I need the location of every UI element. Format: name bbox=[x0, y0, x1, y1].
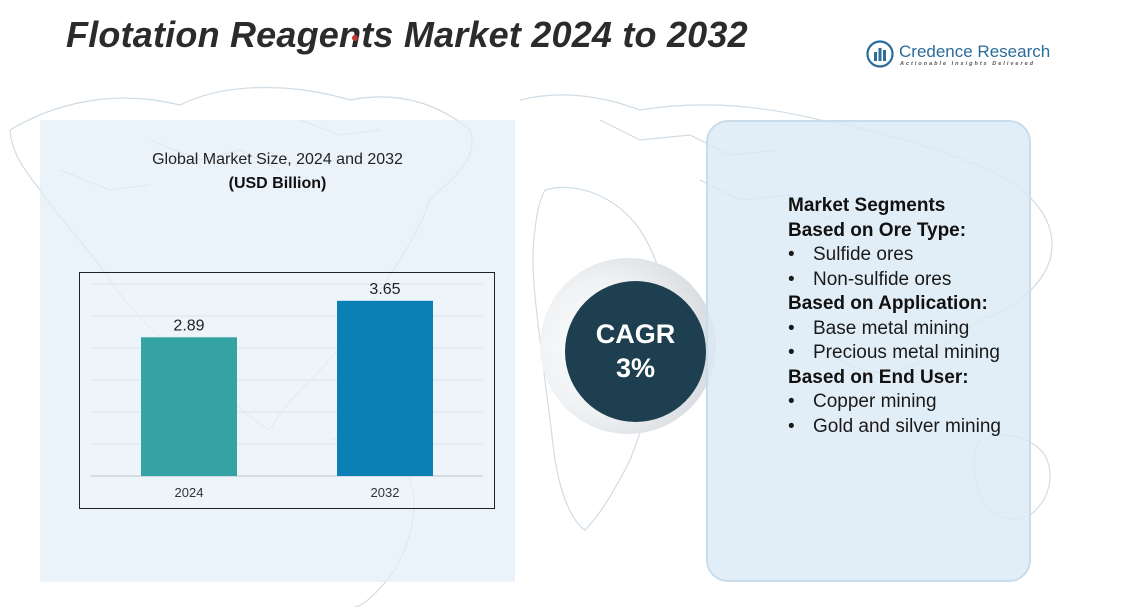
chart-subheading: (USD Billion) bbox=[228, 175, 327, 192]
logo-tagline: Actionable Insights Delivered bbox=[900, 61, 1036, 67]
bar-2032 bbox=[337, 300, 433, 476]
data-label-2032: 3.65 bbox=[369, 281, 400, 298]
segment-item: Precious metal mining bbox=[788, 341, 1028, 366]
brand-logo: Credence Research Actionable Insights De… bbox=[866, 40, 1056, 70]
x-tick-label-2024: 2024 bbox=[175, 485, 204, 500]
segment-group-heading: Based on End User: bbox=[788, 366, 969, 388]
cagr-badge: CAGR 3% bbox=[565, 281, 706, 422]
logo-name: Credence Research bbox=[899, 42, 1051, 61]
segment-item: Copper mining bbox=[788, 390, 1028, 415]
bar-2024 bbox=[141, 337, 237, 476]
chart-heading: Global Market Size, 2024 and 2032 bbox=[152, 151, 403, 168]
data-label-2024: 2.89 bbox=[173, 317, 204, 334]
segment-group-heading: Based on Ore Type: bbox=[788, 219, 967, 241]
cagr-label: CAGR bbox=[595, 319, 676, 349]
market-segments: Market Segments Based on Ore Type: Sulfi… bbox=[788, 194, 1028, 439]
segments-title: Market Segments bbox=[788, 195, 946, 216]
x-tick-label-2032: 2032 bbox=[371, 485, 400, 500]
segment-item: Gold and silver mining bbox=[788, 415, 1028, 440]
cagr-value: 3% bbox=[615, 353, 656, 383]
page-title: Flotation Reagents Market 2024 to 2032 bbox=[66, 14, 748, 55]
chart-panel bbox=[40, 120, 515, 582]
credence-research-logo-icon bbox=[866, 40, 894, 68]
segment-item: Non-sulfide ores bbox=[788, 268, 1028, 293]
segment-item: Sulfide ores bbox=[788, 243, 1028, 268]
segment-item: Base metal mining bbox=[788, 317, 1028, 342]
bar-chart: 2.89 2024 3.65 2032 bbox=[91, 281, 483, 500]
title-dot-decoration bbox=[352, 35, 358, 41]
segment-group-heading: Based on Application: bbox=[788, 293, 988, 314]
